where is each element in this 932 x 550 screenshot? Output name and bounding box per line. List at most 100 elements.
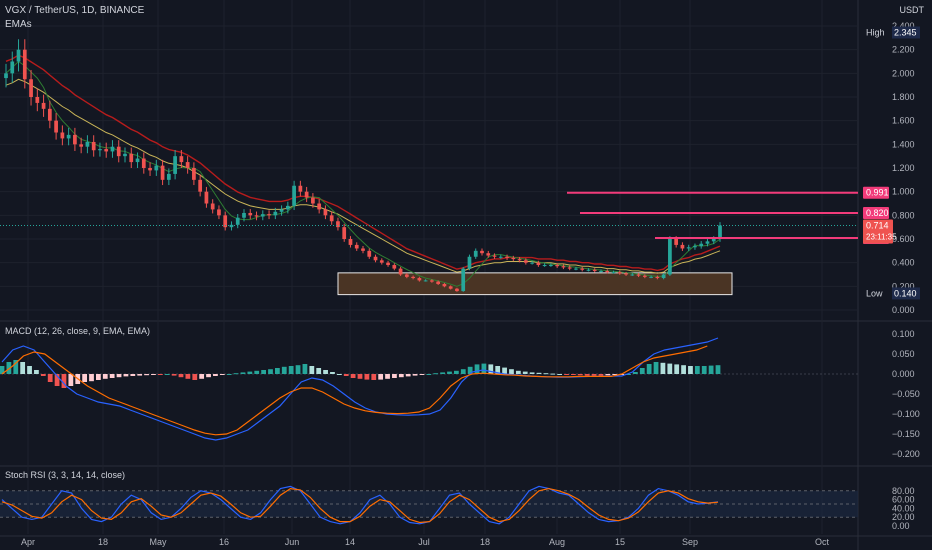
macd-histogram-bar — [509, 369, 514, 374]
candle-body — [605, 270, 610, 273]
macd-histogram-bar — [598, 374, 604, 376]
macd-histogram-bar — [144, 374, 149, 376]
symbol-title[interactable]: VGX / TetherUS, 1D, BINANCE — [5, 5, 145, 16]
macd-histogram-bar — [219, 374, 225, 375]
macd-histogram-bar — [157, 374, 163, 375]
candle-body — [60, 132, 65, 139]
candle-body — [223, 215, 228, 228]
macd-title[interactable]: MACD (12, 26, close, 9, EMA, EMA) — [5, 326, 151, 336]
candle-body — [649, 276, 653, 278]
candle-body — [523, 260, 528, 263]
candle-body — [79, 144, 84, 147]
macd-histogram-bar — [323, 370, 328, 374]
macd-histogram-bar — [419, 374, 425, 375]
macd-histogram-bar — [302, 364, 308, 374]
candle-body — [680, 244, 685, 249]
candle-body — [248, 212, 253, 216]
candle-body — [436, 281, 441, 284]
macd-histogram-bar — [488, 364, 494, 374]
candle-body — [486, 253, 491, 256]
candle-body — [4, 73, 8, 79]
macd-histogram-bar — [392, 374, 397, 378]
macd-histogram-bar — [557, 374, 563, 375]
candle-body — [323, 209, 328, 216]
time-axis-label: Apr — [21, 537, 35, 547]
currency-label[interactable]: USDT — [899, 5, 925, 15]
candle-body — [386, 262, 390, 266]
macd-histogram-bar — [453, 370, 459, 374]
macd-histogram-bar — [233, 373, 239, 375]
macd-histogram-bar — [550, 373, 556, 375]
candle-body — [279, 209, 284, 212]
candle-body — [204, 191, 209, 204]
candle-body — [461, 268, 466, 292]
candle-body — [16, 49, 21, 62]
price-tick-label: 0.200 — [892, 281, 915, 291]
candle-body — [110, 146, 115, 152]
candle-body — [561, 266, 566, 268]
candle-body — [129, 153, 134, 163]
candle-body — [22, 49, 27, 80]
candle-body — [273, 211, 278, 216]
support-zone — [337, 272, 733, 296]
macd-histogram-bar — [95, 374, 101, 380]
macd-histogram-bar — [137, 374, 143, 376]
last-price-label: 0.714 — [866, 221, 889, 231]
candle-body — [210, 203, 215, 210]
price-tick-label: 0.600 — [892, 234, 915, 244]
macd-tick-label: 0.100 — [892, 329, 915, 339]
stoch-title[interactable]: Stoch RSI (3, 3, 14, 14, close) — [5, 470, 126, 480]
macd-histogram-bar — [109, 374, 115, 378]
stoch-tick-label: 0.00 — [892, 521, 910, 531]
macd-histogram-bar — [412, 374, 418, 376]
time-axis-label: Jul — [418, 537, 430, 547]
time-axis-label: Sep — [682, 537, 698, 547]
price-tick-label: 1.000 — [892, 187, 915, 197]
candle-body — [198, 179, 203, 192]
macd-histogram-bar — [40, 374, 46, 376]
time-axis-label: 18 — [98, 537, 108, 547]
price-tick-label: 1.400 — [892, 139, 915, 149]
candle-body — [417, 278, 422, 281]
time-axis-label: 14 — [345, 537, 355, 547]
macd-histogram-bar — [164, 374, 170, 375]
candle-body — [348, 239, 353, 245]
low-label: Low — [866, 288, 883, 298]
candle-body — [674, 239, 679, 245]
macd-histogram-bar — [688, 366, 693, 374]
macd-histogram-bar — [185, 374, 191, 379]
macd-histogram-bar — [343, 374, 349, 376]
candle-body — [342, 227, 347, 239]
macd-histogram-bar — [674, 364, 680, 374]
macd-histogram-bar — [0, 366, 5, 374]
macd-tick-label: −0.150 — [892, 429, 920, 439]
candle-body — [624, 273, 628, 275]
candle-body — [235, 217, 240, 225]
candle-body — [85, 141, 90, 147]
candle-body — [123, 153, 127, 157]
candle-body — [135, 158, 140, 163]
macd-histogram-bar — [6, 362, 12, 374]
candle-body — [480, 250, 484, 254]
candle-body — [185, 162, 190, 168]
macd-histogram-bar — [330, 372, 335, 374]
candle-body — [592, 269, 597, 271]
candle-body — [567, 267, 572, 269]
chart-header: VGX / TetherUS, 1D, BINANCE EMAs — [5, 4, 144, 32]
candle-body — [505, 256, 509, 258]
candle-body — [154, 165, 159, 171]
candle-body — [467, 256, 472, 269]
macd-histogram-bar — [467, 366, 473, 374]
candle-body — [91, 141, 96, 151]
macd-histogram-bar — [206, 374, 211, 378]
indicator-label[interactable]: EMAs — [5, 19, 32, 30]
macd-histogram-bar — [515, 370, 521, 374]
candle-body — [404, 274, 409, 277]
macd-histogram-bar — [123, 374, 129, 377]
price-level-label: 0.820 — [866, 208, 889, 218]
stoch-tick-label: 20.00 — [892, 512, 915, 522]
candle-body — [304, 191, 309, 198]
candle-body — [617, 272, 622, 274]
candle-body — [492, 255, 497, 257]
